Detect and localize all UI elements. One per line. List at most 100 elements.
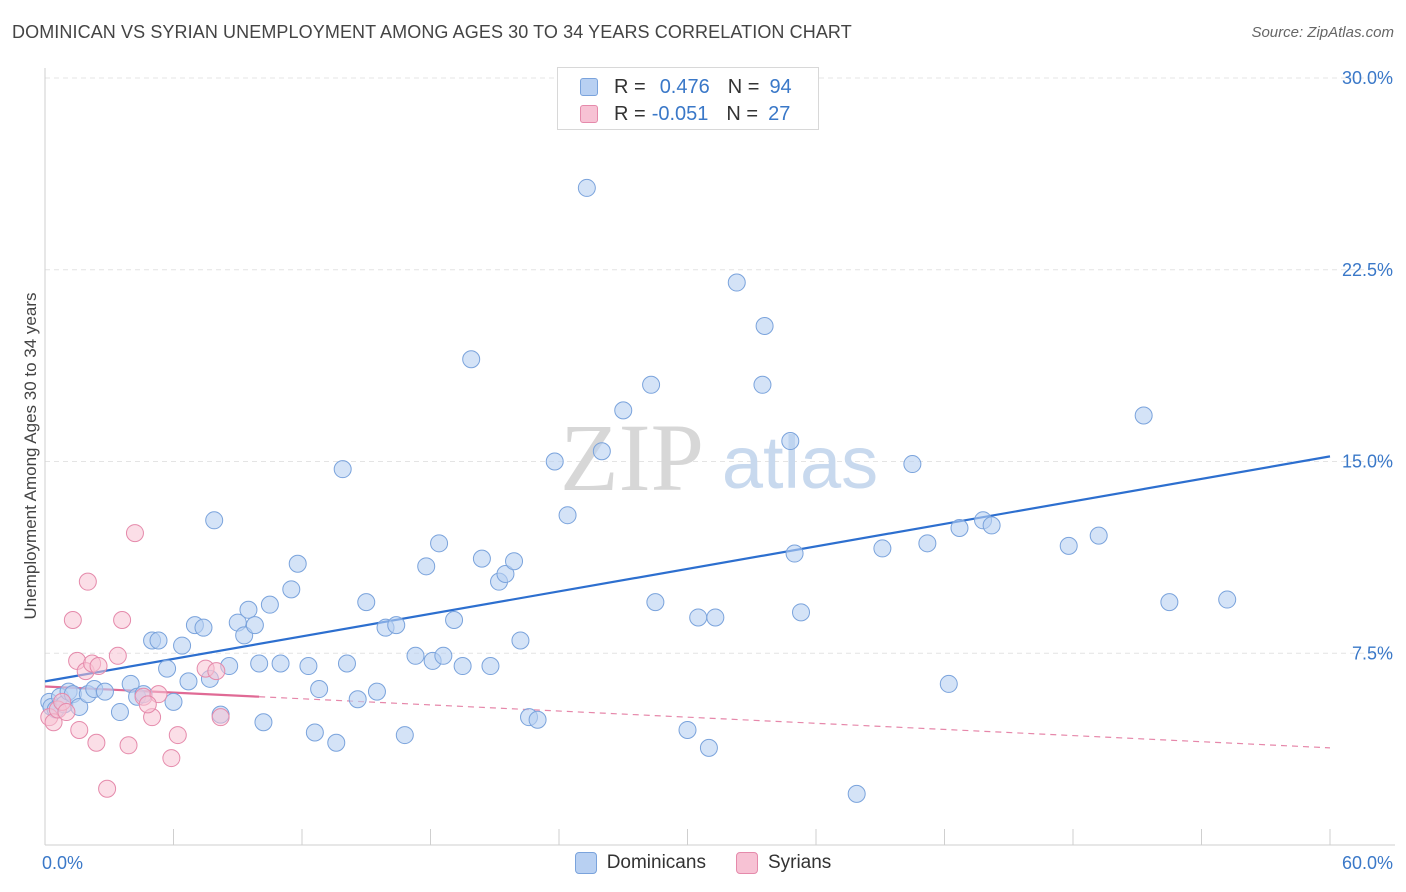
series-legend: Dominicans Syrians: [0, 852, 1406, 874]
x-tick-label-max: 60.0%: [1342, 853, 1393, 873]
point-syrian: [87, 733, 106, 752]
legend-label-dominicans: Dominicans: [606, 852, 706, 873]
legend-n-label: N =: [727, 75, 760, 98]
point-dominican: [288, 554, 307, 573]
point-dominican: [453, 657, 472, 676]
point-dominican: [1059, 536, 1078, 555]
point-dominican: [903, 455, 922, 474]
point-syrian: [125, 524, 144, 543]
dominicans-legend-swatch: [574, 852, 597, 874]
trend-line-dominicans: [44, 455, 1331, 683]
point-syrian: [138, 695, 157, 714]
point-dominican: [642, 375, 661, 394]
point-dominican: [646, 593, 665, 612]
legend-label-syrians: Syrians: [767, 852, 832, 873]
y-tick-label: 7.5%: [1352, 643, 1393, 663]
y-tick-label: 30.0%: [1342, 68, 1393, 88]
syrians-legend-swatch: [735, 852, 758, 874]
gridlines: [45, 77, 1395, 654]
point-syrian: [57, 703, 76, 722]
point-dominican: [481, 657, 500, 676]
point-dominican: [445, 611, 464, 630]
point-dominican: [205, 511, 224, 530]
point-dominican: [1089, 526, 1108, 545]
point-syrian: [78, 572, 97, 591]
dominicans-swatch: [580, 78, 598, 96]
point-dominican: [496, 564, 515, 583]
point-syrian: [108, 646, 127, 665]
point-dominican: [689, 608, 708, 627]
point-dominican: [260, 595, 279, 614]
point-dominican: [434, 646, 453, 665]
point-dominican: [528, 710, 547, 729]
point-dominican: [245, 616, 264, 635]
data-points: [40, 178, 1237, 803]
point-dominican: [110, 703, 129, 722]
watermark-zip: ZIP: [560, 404, 704, 511]
point-syrian: [162, 749, 181, 768]
point-syrian: [63, 611, 82, 630]
point-dominican: [781, 432, 800, 451]
point-dominican: [785, 544, 804, 563]
legend-n-label: N =: [726, 102, 759, 125]
point-dominican: [158, 659, 177, 678]
point-syrian: [98, 779, 117, 798]
y-tick-labels: 7.5% 15.0% 22.5% 30.0%: [1342, 68, 1393, 663]
point-dominican: [505, 552, 524, 571]
point-dominican: [982, 516, 1001, 535]
point-dominican: [395, 726, 414, 745]
y-tick-label: 15.0%: [1342, 452, 1393, 472]
point-syrian: [119, 736, 138, 755]
legend-n-value: 27: [768, 102, 791, 125]
point-dominican: [614, 401, 633, 420]
legend-item-syrians: Syrians: [735, 852, 832, 874]
point-dominican: [699, 738, 718, 757]
point-dominican: [194, 618, 213, 637]
point-dominican: [327, 733, 346, 752]
point-dominican: [706, 608, 725, 627]
point-dominican: [357, 593, 376, 612]
axes: [44, 68, 1395, 846]
legend-r-value: 0.476: [659, 75, 710, 98]
point-dominican: [149, 631, 168, 650]
point-dominican: [462, 350, 481, 369]
point-dominican: [367, 682, 386, 701]
correlation-legend: R = 0.476 N = 94 R = -0.051 N = 27: [557, 67, 819, 130]
legend-row-dominicans: R = 0.476 N = 94: [580, 74, 792, 100]
point-syrian: [70, 720, 89, 739]
point-dominican: [545, 452, 564, 471]
watermark: ZIP atlas: [560, 404, 878, 511]
point-dominican: [472, 549, 491, 568]
point-syrian: [207, 662, 226, 681]
legend-n-value: 94: [769, 75, 792, 98]
point-dominican: [348, 690, 367, 709]
point-dominican: [792, 603, 811, 622]
legend-r-value: -0.051: [651, 102, 709, 125]
point-dominican: [254, 713, 273, 732]
point-dominican: [406, 646, 425, 665]
point-dominican: [417, 557, 436, 576]
point-dominican: [239, 600, 258, 619]
point-dominican: [918, 534, 937, 553]
point-dominican: [727, 273, 746, 292]
point-dominican: [511, 631, 530, 650]
point-dominican: [939, 674, 958, 693]
point-dominican: [282, 580, 301, 599]
point-dominican: [250, 654, 269, 673]
y-axis-label: Unemployment Among Ages 30 to 34 years: [21, 293, 40, 620]
point-dominican: [179, 672, 198, 691]
point-dominican: [164, 692, 183, 711]
point-dominican: [271, 654, 290, 673]
point-syrian: [168, 726, 187, 745]
point-syrian: [113, 611, 132, 630]
chart-title: DOMINICAN VS SYRIAN UNEMPLOYMENT AMONG A…: [12, 22, 852, 42]
trend-line-syrians-extension: [259, 696, 1331, 749]
point-syrian: [89, 657, 108, 676]
point-dominican: [753, 375, 772, 394]
point-dominican: [847, 784, 866, 803]
point-dominican: [1218, 590, 1237, 609]
legend-r-label: R =: [614, 75, 646, 98]
point-dominican: [592, 442, 611, 461]
point-dominican: [333, 460, 352, 479]
